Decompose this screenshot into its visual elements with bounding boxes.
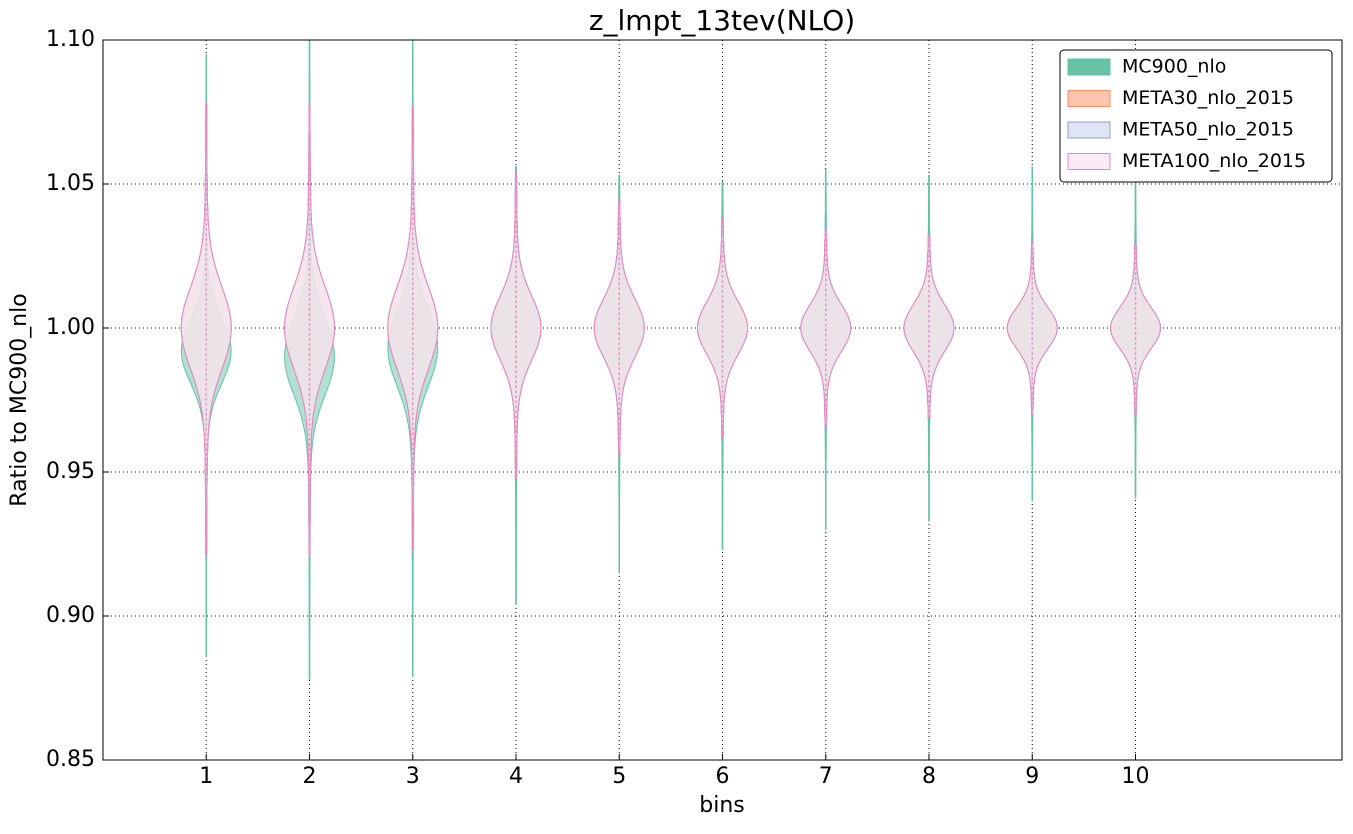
y-tick-label: 1.10 — [46, 27, 95, 52]
x-tick-label: 4 — [509, 764, 523, 789]
x-tick-label: 9 — [1025, 764, 1039, 789]
legend-swatch — [1067, 90, 1111, 107]
legend-label: META30_nlo_2015 — [1122, 87, 1294, 109]
legend-label: META100_nlo_2015 — [1122, 150, 1306, 172]
legend-label: META50_nlo_2015 — [1122, 119, 1294, 141]
x-tick-label: 2 — [303, 764, 317, 789]
x-tick-label: 5 — [612, 764, 626, 789]
y-axis-label: Ratio to MC900_nlo — [7, 293, 32, 506]
x-tick-label: 10 — [1122, 764, 1150, 789]
violin — [696, 218, 749, 438]
x-tick-label: 1 — [199, 764, 213, 789]
legend-swatch — [1067, 58, 1111, 76]
y-tick-label: 1.00 — [46, 315, 95, 340]
chart-title: z_lmpt_13tev(NLO) — [589, 4, 855, 37]
x-tick-label: 3 — [406, 764, 420, 789]
y-tick-label: 0.90 — [46, 603, 95, 628]
legend-swatch — [1067, 153, 1111, 170]
x-tick-label: 6 — [716, 764, 730, 789]
x-tick-label: 8 — [922, 764, 936, 789]
legend-label: MC900_nlo — [1122, 56, 1226, 78]
legend: MC900_nlo META30_nlo_2015 META50_nlo_2015 M… — [1059, 49, 1333, 183]
y-tick-label: 1.05 — [46, 171, 95, 196]
plot-frame — [102, 39, 1343, 761]
violin — [1109, 244, 1162, 415]
legend-swatch — [1067, 121, 1111, 139]
x-axis-label: bins — [699, 793, 744, 818]
y-tick-label: 0.85 — [46, 747, 95, 772]
x-tick-label: 7 — [819, 764, 833, 789]
legend-box — [1059, 49, 1333, 183]
y-tick-label: 0.95 — [46, 459, 95, 484]
